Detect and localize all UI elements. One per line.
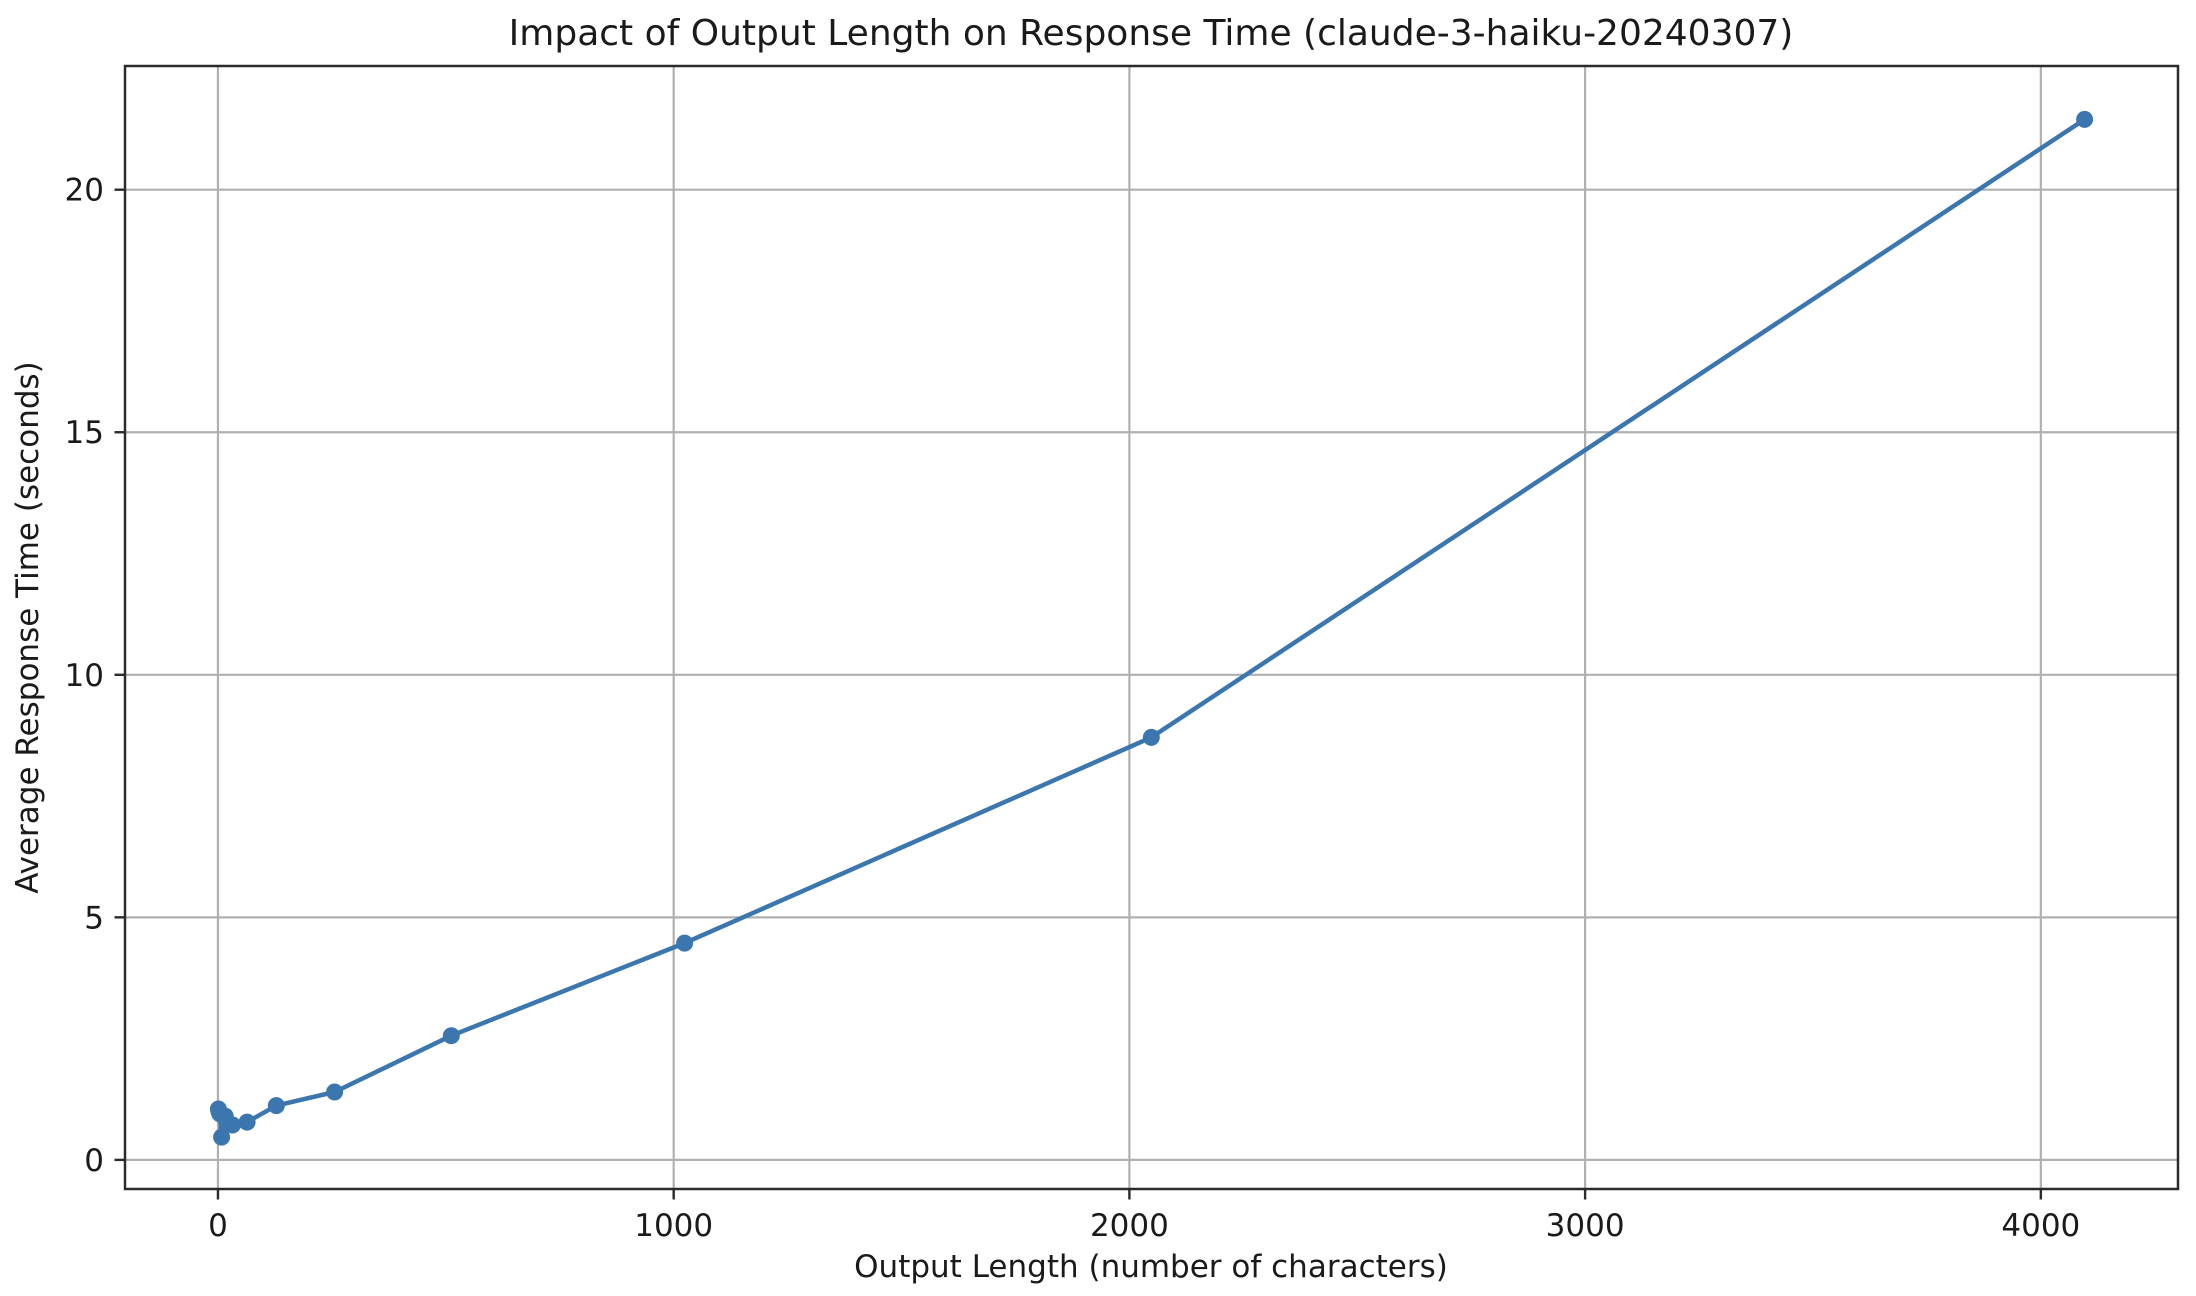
x-tick-label: 4000 <box>2001 1208 2080 1244</box>
axis-ticks <box>114 188 2043 1200</box>
y-tick-label: 15 <box>65 415 104 451</box>
y-tick-label: 0 <box>84 1143 104 1179</box>
data-point <box>2076 110 2094 128</box>
data-point <box>442 1027 460 1045</box>
data-point <box>676 934 694 952</box>
data-point <box>238 1113 256 1131</box>
data-point <box>213 1128 231 1146</box>
data-point <box>326 1083 344 1101</box>
data-point <box>1142 728 1160 746</box>
y-tick-label: 20 <box>65 173 104 209</box>
data-series <box>209 110 2094 1146</box>
data-point <box>267 1097 285 1115</box>
x-tick-label: 0 <box>208 1208 228 1244</box>
x-tick-label: 1000 <box>634 1208 713 1244</box>
y-tick-label: 5 <box>84 900 104 936</box>
plot-border <box>123 64 2180 1191</box>
plot-area <box>125 66 2178 1189</box>
chart-title: Impact of Output Length on Response Time… <box>509 13 1794 54</box>
data-point <box>224 1116 241 1134</box>
x-tick-label: 3000 <box>1546 1208 1625 1244</box>
gridlines <box>125 66 2178 1189</box>
y-tick-label: 10 <box>65 658 104 694</box>
x-tick-label: 2000 <box>1090 1208 1169 1244</box>
tick-labels: 0 1000 2000 3000 4000 0 5 10 15 20 <box>65 173 2081 1244</box>
y-axis-label: Average Response Time (seconds) <box>10 361 46 894</box>
x-axis-label: Output Length (number of characters) <box>854 1249 1448 1285</box>
